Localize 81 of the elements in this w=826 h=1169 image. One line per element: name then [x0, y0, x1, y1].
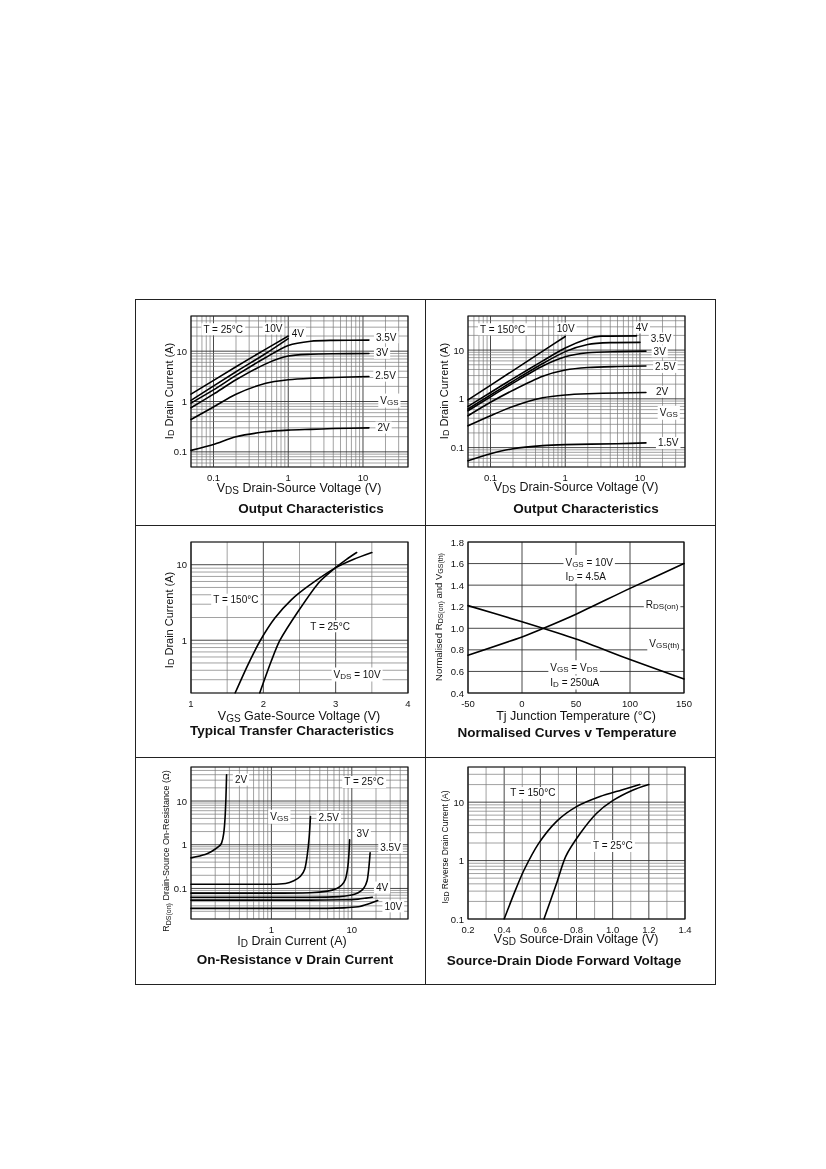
- series-label: 2V: [655, 386, 669, 398]
- x-axis-title: Tj Junction Temperature (°C): [496, 709, 656, 723]
- x-tick-label: 0: [519, 697, 525, 709]
- y-tick-label: 1: [181, 396, 187, 408]
- y-tick-label: 1.8: [450, 536, 464, 548]
- series-label: 1.5V: [657, 437, 679, 449]
- series-label: 10V: [264, 323, 283, 335]
- y-tick-label: 1: [458, 393, 464, 405]
- y-axis-title: ID Drain Current (A): [163, 571, 176, 669]
- y-tick-label: 0.6: [450, 665, 464, 677]
- x-tick-label: 1: [285, 471, 291, 483]
- y-tick-label: 0.8: [450, 644, 464, 656]
- series-label: 2.5V: [318, 811, 340, 823]
- series-label: 4V: [635, 321, 649, 333]
- series-label: 2.5V: [375, 370, 397, 382]
- x-tick-label: 100: [622, 697, 638, 709]
- y-axis-title: ID Drain Current (A): [438, 342, 451, 440]
- annotation: T = 25°C: [344, 776, 384, 788]
- x-tick-label: 0.1: [483, 471, 498, 483]
- y-tick-label: 0.1: [173, 446, 187, 458]
- x-tick-label: 1.2: [642, 923, 656, 935]
- series-label: 10V: [556, 323, 575, 335]
- series-label: 3.5V: [375, 331, 397, 343]
- x-tick-label: 3: [333, 697, 339, 709]
- x-tick-label: 0.8: [569, 923, 584, 935]
- y-axis-title: ID Drain Current (A): [163, 342, 176, 440]
- series-label: T = 25°C: [310, 620, 350, 632]
- series-label: T = 150°C: [510, 787, 556, 799]
- series-label: 3V: [356, 828, 370, 840]
- x-tick-label: 150: [676, 697, 692, 709]
- series-label: 2.5V: [655, 361, 676, 373]
- text: Typical Transfer Characteristics: [190, 722, 394, 738]
- x-tick-label: 2: [260, 697, 266, 709]
- x-tick-label: 10: [346, 923, 358, 935]
- x-tick-label: 0.4: [497, 923, 511, 935]
- text: Normalised Curves v Temperature: [457, 724, 677, 740]
- y-tick-label: 1.6: [450, 558, 464, 570]
- x-tick-label: 1: [562, 471, 568, 483]
- x-tick-label: -50: [461, 697, 475, 709]
- y-tick-label: 1.0: [450, 622, 464, 634]
- x-tick-label: 1: [268, 923, 275, 935]
- series-label: 3.5V: [650, 333, 672, 344]
- x-tick-label: 0.2: [461, 923, 475, 935]
- x-tick-label: 10: [357, 471, 369, 483]
- annotation: T = 150°C: [479, 323, 526, 335]
- y-tick-label: 10: [176, 345, 187, 357]
- y-tick-label: 0.4: [450, 687, 464, 699]
- series-label: 4V: [375, 882, 389, 894]
- x-tick-label: 1.0: [606, 923, 620, 935]
- y-tick-label: 0.1: [450, 442, 464, 454]
- y-tick-label: 0.1: [450, 913, 464, 925]
- x-tick-label: 1.4: [678, 923, 692, 935]
- series-label: 3V: [653, 345, 667, 357]
- x-tick-label: 0.1: [206, 471, 221, 483]
- y-tick-label: 1: [181, 634, 187, 646]
- x-tick-label: 0.6: [533, 923, 547, 935]
- text: T = 150°C: [213, 594, 259, 606]
- text: Source-Drain Diode Forward Voltage: [446, 952, 682, 968]
- y-tick-label: 10: [176, 795, 187, 807]
- series-label: 3V: [375, 347, 389, 359]
- y-tick-label: 10: [453, 344, 464, 356]
- y-tick-label: 1: [181, 839, 187, 851]
- series-label: 4V: [291, 327, 305, 339]
- text: Output Characteristics: [238, 500, 384, 516]
- series-label: 2V: [234, 774, 248, 786]
- x-tick-label: 10: [634, 471, 646, 483]
- series-label: 3.5V: [380, 841, 402, 853]
- y-tick-label: 10: [453, 796, 464, 808]
- y-tick-label: 1: [458, 855, 464, 867]
- y-tick-label: 0.1: [173, 882, 187, 894]
- x-tick-label: 50: [570, 697, 582, 709]
- x-tick-label: 4: [405, 697, 411, 709]
- text: On-Resistance v Drain Current: [196, 951, 394, 967]
- series-label: T = 25°C: [593, 840, 633, 852]
- y-tick-label: 1.4: [450, 579, 464, 591]
- y-tick-label: 10: [176, 559, 187, 571]
- y-tick-label: 1.2: [450, 601, 464, 613]
- text: Output Characteristics: [513, 500, 659, 516]
- series-label: 2V: [377, 422, 391, 434]
- series-label: 10V: [384, 900, 403, 912]
- annotation: T = 25°C: [203, 323, 244, 335]
